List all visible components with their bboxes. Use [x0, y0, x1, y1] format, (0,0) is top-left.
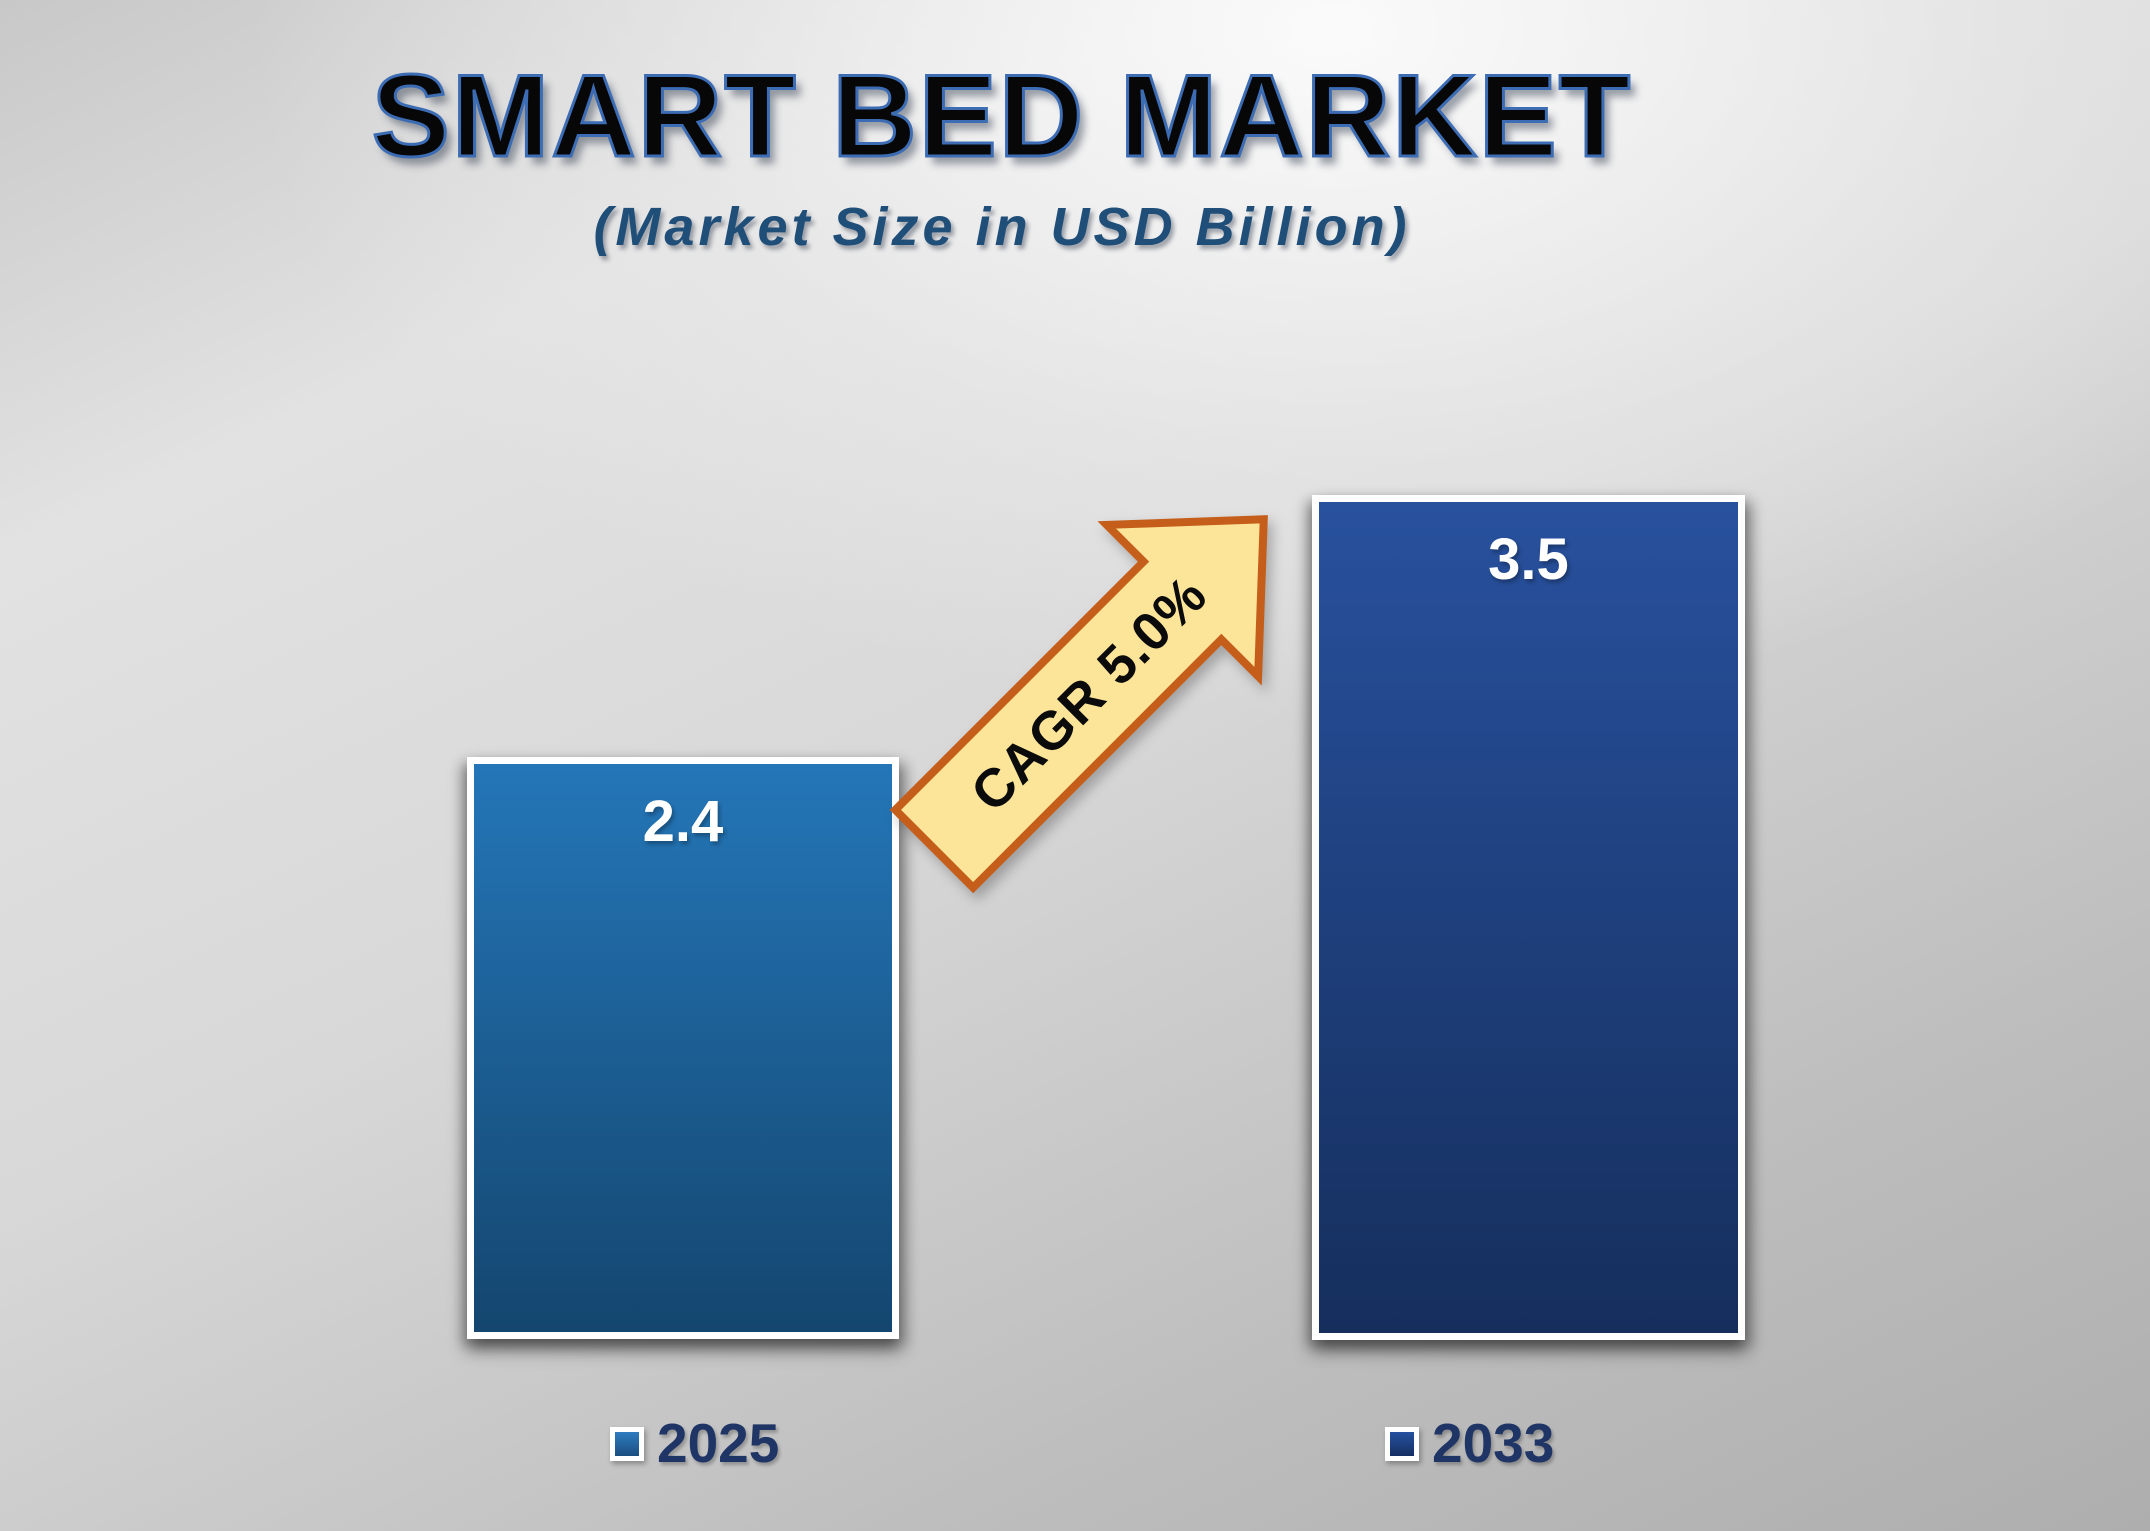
arrow-shape — [889, 515, 1268, 894]
legend-label-2025: 2025 — [657, 1412, 780, 1474]
legend-item-2033: 2033 — [1385, 1416, 1554, 1471]
legend-item-2025: 2025 — [610, 1416, 779, 1471]
chart-title: SMART BED MARKET — [370, 49, 1633, 183]
legend-label-2033: 2033 — [1432, 1412, 1555, 1474]
cagr-growth-arrow-icon: CAGR 5.0% — [889, 515, 1268, 894]
bar-value-2025: 2.4 — [642, 789, 724, 854]
bar-2033: 3.5 — [1312, 495, 1745, 1340]
bar-2025: 2.4 — [467, 757, 899, 1339]
cagr-label: CAGR 5.0% — [960, 564, 1219, 823]
legend-swatch-2033 — [1385, 1426, 1419, 1461]
chart-subtitle: (Market Size in USD Billion) — [593, 197, 1411, 257]
legend-swatch-2025 — [610, 1426, 644, 1461]
bar-value-2033: 3.5 — [1488, 527, 1569, 592]
